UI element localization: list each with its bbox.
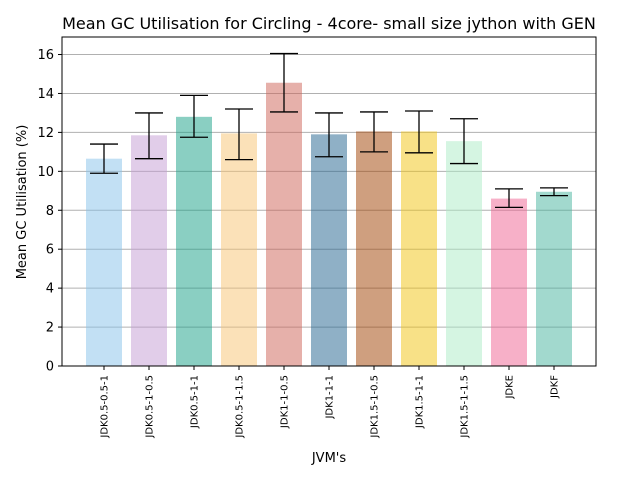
x-tick-label: JDK0.5-1-1 — [190, 375, 201, 429]
bar — [221, 133, 257, 366]
x-tick-label: JDK0.5-1-0.5 — [145, 375, 156, 439]
bar — [446, 141, 482, 366]
bar — [266, 82, 302, 366]
bar — [491, 198, 527, 366]
x-axis-ticks: JDK0.5-0.5-1 JDK0.5-1-0.5 JDK0.5-1-1 JDK0.5… — [100, 366, 561, 439]
bar — [356, 131, 392, 366]
x-tick-label: JDK0.5-0.5-1 — [100, 375, 111, 439]
y-tick-label: 12 — [37, 126, 54, 141]
y-tick-label: 14 — [37, 87, 54, 102]
y-tick-label: 0 — [46, 360, 54, 375]
y-tick-label: 4 — [46, 282, 54, 297]
bar — [131, 135, 167, 366]
x-axis-label: JVM's — [311, 451, 347, 466]
x-tick-label: JDK1.5-1-1.5 — [460, 375, 471, 439]
y-axis-label: Mean GC Utilisation (%) — [15, 125, 30, 280]
bars — [86, 82, 572, 367]
y-tick-label: 8 — [46, 204, 54, 219]
x-tick-label: JDKF — [550, 375, 561, 399]
bar — [176, 116, 212, 367]
x-tick-label: JDK0.5-1-1.5 — [235, 375, 246, 439]
x-tick-label: JDK1.5-1-0.5 — [370, 375, 381, 439]
y-tick-label: 16 — [37, 48, 54, 63]
bar — [401, 131, 437, 366]
chart-title: Mean GC Utilisation for Circling - 4core… — [62, 14, 596, 33]
bar — [536, 191, 572, 366]
y-tick-label: 6 — [46, 243, 54, 258]
bar — [86, 158, 122, 366]
error-bars — [90, 52, 568, 208]
x-tick-label: JDK1.5-1-1 — [415, 375, 426, 429]
y-tick-label: 10 — [37, 165, 54, 180]
x-tick-label: JDK1-1-1 — [325, 375, 336, 420]
y-axis-ticks: 0 2 4 6 8 10 12 14 16 — [37, 48, 62, 375]
x-tick-label: JDKE — [505, 375, 516, 400]
bar — [311, 134, 347, 366]
y-tick-label: 2 — [46, 321, 54, 336]
x-tick-label: JDK1-1-0.5 — [280, 375, 291, 429]
